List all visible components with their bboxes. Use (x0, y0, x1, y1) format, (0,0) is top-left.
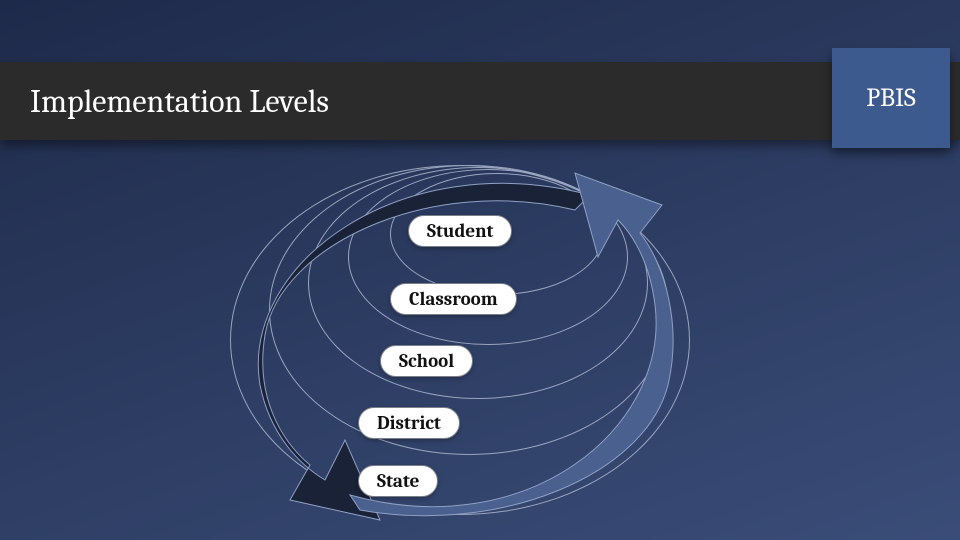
label-student: Student (408, 215, 512, 247)
pbis-badge: PBIS (832, 48, 950, 148)
label-school: School (380, 345, 473, 377)
label-state: State (358, 465, 438, 497)
slide-title: Implementation Levels (0, 83, 329, 120)
label-district: District (358, 407, 460, 439)
label-classroom: Classroom (390, 283, 517, 315)
badge-text: PBIS (866, 83, 916, 113)
levels-diagram: Student Classroom School District State (230, 165, 690, 515)
header-bar: Implementation Levels (0, 62, 960, 140)
slide: Implementation Levels PBIS Student Class… (0, 0, 960, 540)
